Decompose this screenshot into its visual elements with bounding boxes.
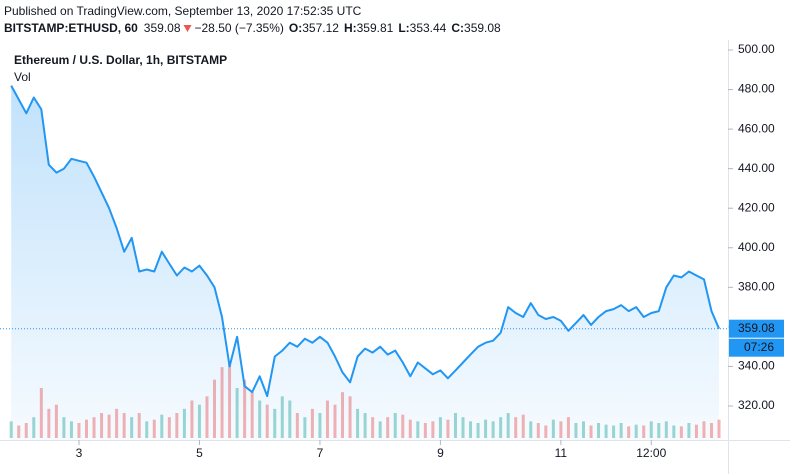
y-tick-label: 340.00 — [738, 359, 775, 373]
y-tick-label: 500.00 — [738, 42, 775, 56]
change: −28.50 (−7.35%) — [195, 21, 284, 35]
last-price: 359.08 — [144, 21, 181, 35]
volume-bar — [717, 419, 721, 438]
x-tick-label: 7 — [317, 446, 324, 460]
symbol: BITSTAMP:ETHUSD, 60 — [4, 21, 138, 35]
down-arrow — [183, 25, 192, 32]
x-tick-label: 5 — [196, 446, 203, 460]
ohlc-value: 359.81 — [357, 21, 394, 35]
ohlc-value: 357.12 — [302, 21, 339, 35]
ohlc-value: 359.08 — [464, 21, 501, 35]
ohlc-label: O: — [289, 21, 302, 35]
x-tick-label: 3 — [76, 446, 83, 460]
y-tick-label: 400.00 — [738, 240, 775, 254]
y-tick-label: 460.00 — [738, 121, 775, 135]
countdown: 07:26 — [744, 340, 774, 354]
y-tick-label: 440.00 — [738, 161, 775, 175]
y-tick-label: 420.00 — [738, 200, 775, 214]
chart-title: Ethereum / U.S. Dollar, 1h, BITSTAMP — [14, 53, 227, 67]
y-tick-label: 480.00 — [738, 82, 775, 96]
ohlc-label: L: — [398, 21, 409, 35]
x-tick-label: 11 — [555, 446, 568, 460]
ohlc-label: C: — [451, 21, 464, 35]
volume-label: Vol — [14, 70, 31, 84]
y-tick-label: 320.00 — [738, 398, 775, 412]
published: Published on TradingView.com, September … — [4, 4, 362, 18]
price-line — [10, 85, 720, 398]
last-price-box — [729, 319, 784, 338]
price-area — [11, 85, 720, 440]
x-tick-label: 9 — [437, 446, 444, 460]
ohlc-label: H: — [344, 21, 357, 35]
ohlc-value: 353.44 — [410, 21, 447, 35]
last-price-label: 359.08 — [738, 321, 775, 335]
y-tick-label: 380.00 — [738, 279, 775, 293]
x-tick-label: 12:00 — [636, 446, 666, 460]
countdown-box — [729, 338, 784, 357]
